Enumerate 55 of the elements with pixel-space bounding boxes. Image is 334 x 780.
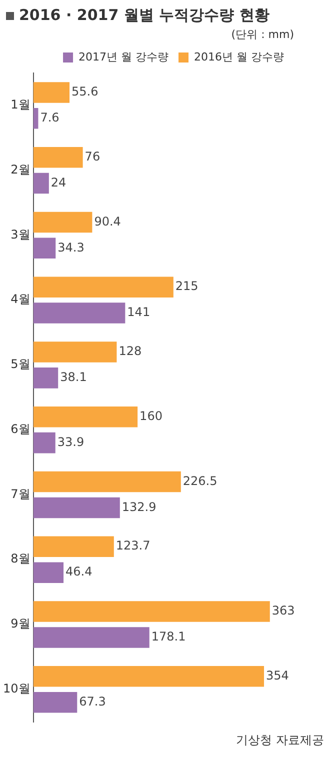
- bar: [33, 82, 70, 103]
- bar: [33, 692, 78, 713]
- bar: [33, 212, 92, 233]
- data-label: 38.1: [60, 370, 87, 384]
- data-label: 132.9: [122, 500, 156, 514]
- bar: [33, 536, 114, 558]
- data-label: 141: [127, 305, 150, 320]
- chart-title: 2016 · 2017 월별 누적강수량 현황: [19, 6, 270, 25]
- y-tick-label: 10월: [2, 681, 30, 696]
- data-label: 67.3: [79, 694, 106, 708]
- data-label: 178.1: [151, 630, 186, 644]
- legend-label: 2016년 월 강수량: [194, 50, 284, 64]
- y-tick-label: 4월: [10, 292, 30, 306]
- data-label: 55.6: [72, 84, 98, 99]
- bar: [33, 406, 138, 428]
- bar: [33, 238, 56, 259]
- data-label: 160: [140, 408, 162, 423]
- y-tick-label: 9월: [10, 616, 30, 631]
- bar: [33, 497, 120, 518]
- data-label: 90.4: [94, 214, 121, 228]
- bar: [33, 666, 264, 687]
- data-label: 46.4: [66, 564, 92, 579]
- data-label: 76: [84, 149, 100, 164]
- data-label: 354: [266, 668, 289, 683]
- legend-label: 2017년 월 강수량: [78, 50, 169, 64]
- bar: [33, 471, 181, 492]
- y-tick-label: 5월: [10, 357, 30, 372]
- data-label: 363: [272, 604, 295, 618]
- bar: [33, 302, 126, 324]
- y-tick-label: 6월: [10, 422, 30, 436]
- bar: [33, 146, 83, 168]
- bar: [33, 432, 56, 454]
- y-tick-label: 2월: [10, 162, 30, 176]
- data-label: 215: [175, 279, 198, 294]
- data-label: 33.9: [57, 434, 84, 449]
- chart-subtitle: (단위 : mm): [230, 27, 295, 42]
- data-label: 7.6: [40, 110, 60, 125]
- bar: [33, 368, 58, 388]
- data-label: 123.7: [116, 538, 150, 553]
- data-label: 128: [118, 344, 142, 358]
- bar: [33, 627, 150, 648]
- bar: [33, 108, 38, 129]
- y-tick-label: 1월: [10, 98, 30, 112]
- data-label: 226.5: [182, 474, 218, 488]
- data-label: 34.3: [58, 240, 84, 254]
- bar: [33, 601, 270, 622]
- y-tick-label: 8월: [10, 552, 30, 566]
- bar: [33, 172, 49, 194]
- data-label: 24: [50, 175, 66, 190]
- bar: [33, 342, 117, 362]
- text: 기상청 자료제공: [235, 732, 325, 749]
- bar: [33, 562, 64, 583]
- y-tick-label: 3월: [10, 227, 30, 242]
- y-tick-label: 7월: [10, 486, 30, 501]
- bar: [33, 276, 174, 298]
